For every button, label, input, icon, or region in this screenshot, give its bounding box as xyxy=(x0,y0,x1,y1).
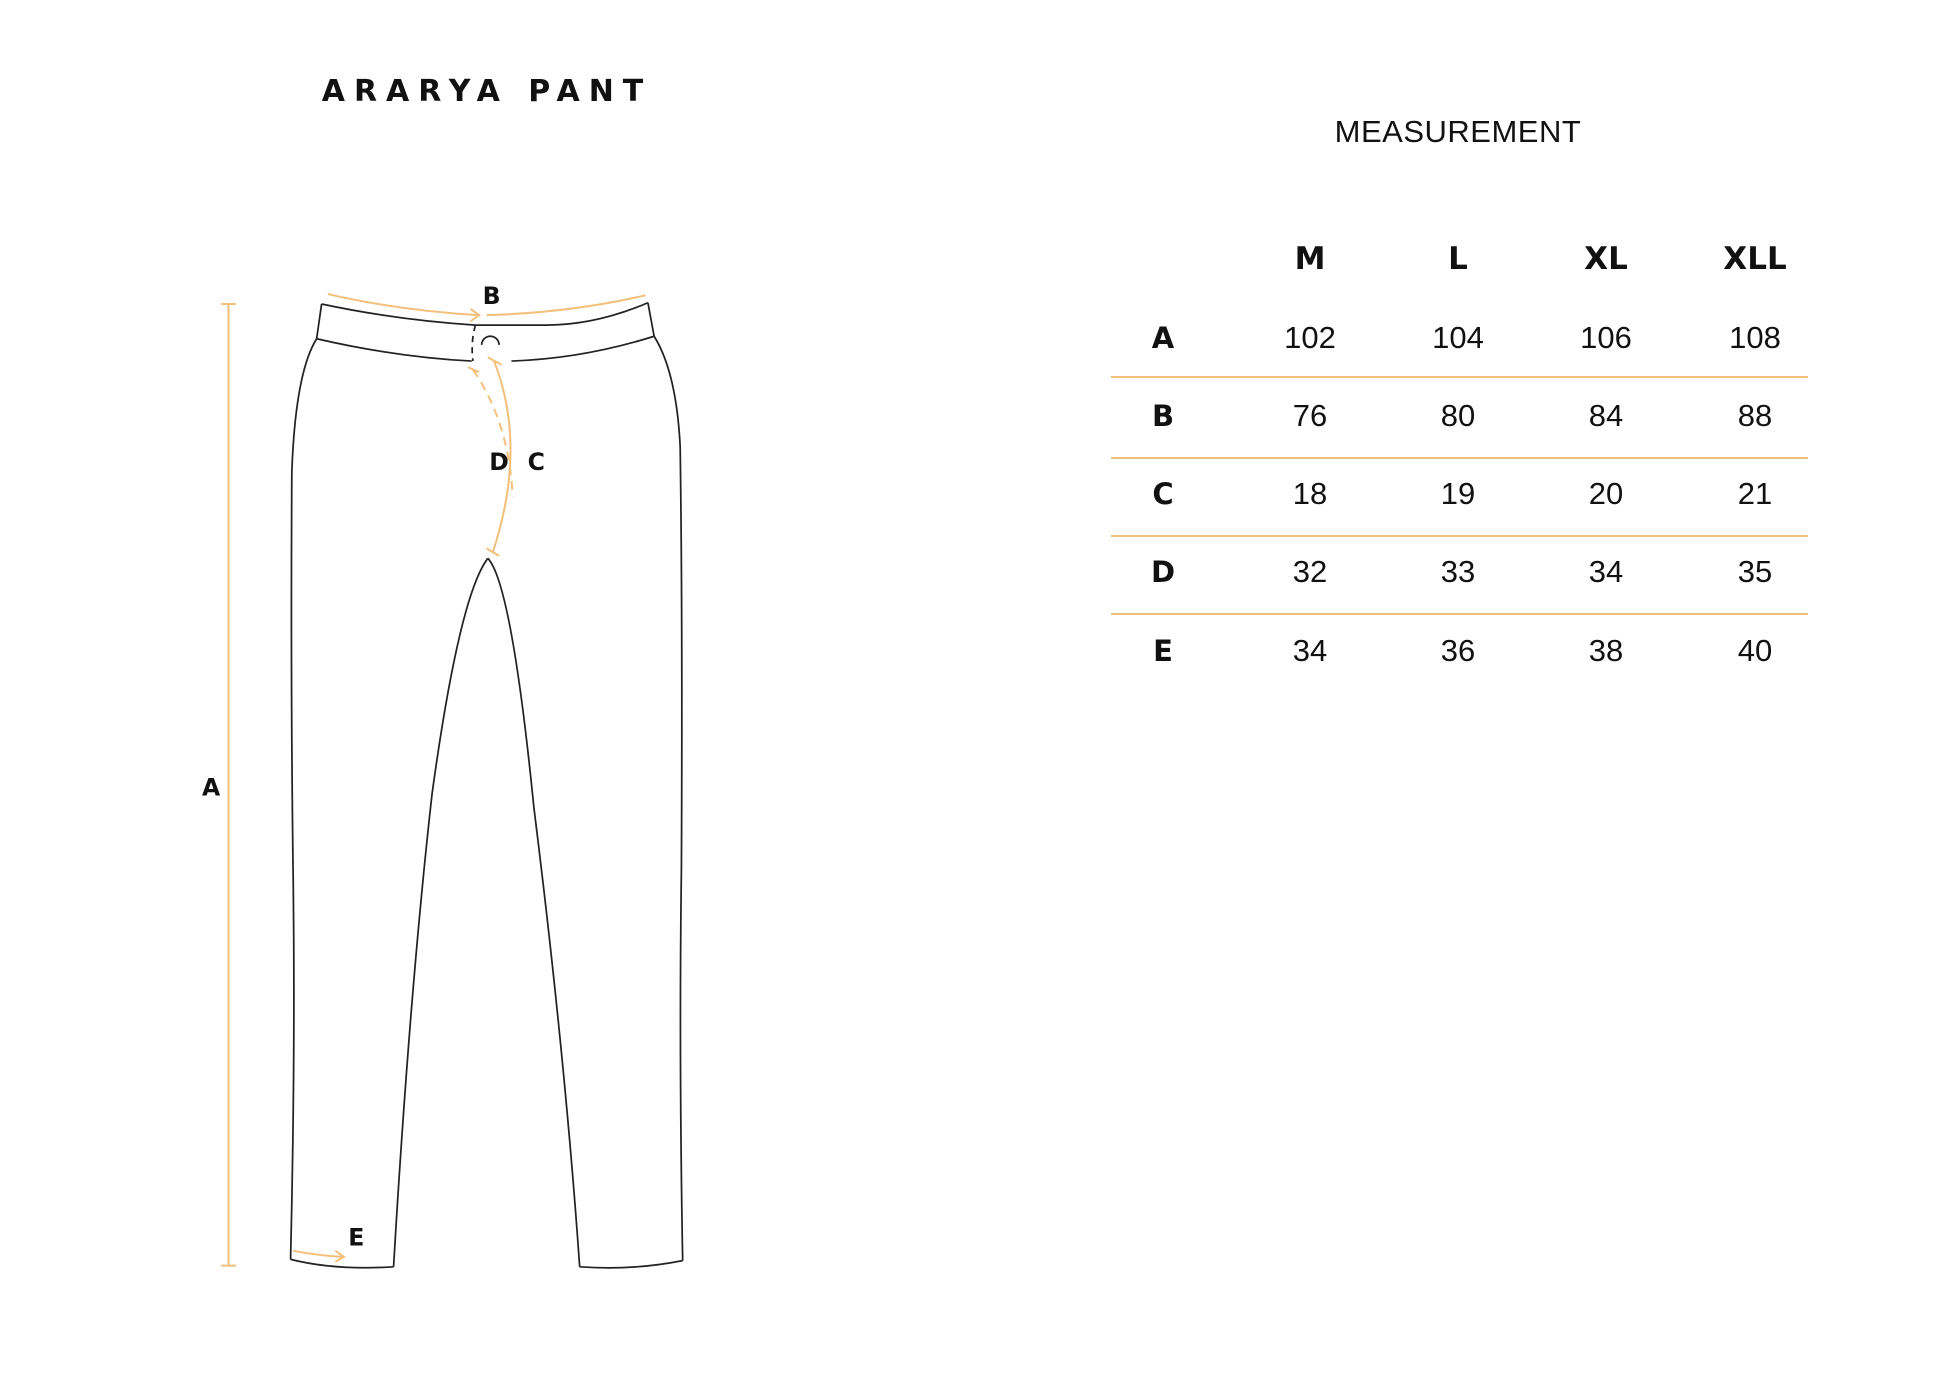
table-cell: 84 xyxy=(1588,398,1624,433)
table-cell: 35 xyxy=(1737,554,1773,589)
table-cell: 102 xyxy=(1284,320,1336,355)
measure-guides xyxy=(221,293,646,1267)
measure-line-d-tick xyxy=(467,366,480,374)
table-cell: 108 xyxy=(1729,320,1781,355)
measurement-title: MEASUREMENT xyxy=(1334,114,1582,149)
column-header: M xyxy=(1294,241,1326,277)
table-cell: 18 xyxy=(1292,476,1328,511)
waistband-sides xyxy=(315,302,655,339)
pant-outline xyxy=(289,301,684,1269)
row-divider xyxy=(1111,457,1808,459)
table-cell: 40 xyxy=(1737,633,1773,668)
label-e: E xyxy=(348,1224,364,1252)
table-cell: 34 xyxy=(1292,633,1328,668)
inner-left-leg xyxy=(392,557,489,1267)
label-a: A xyxy=(202,773,221,801)
table-cell: 34 xyxy=(1588,554,1624,589)
measure-line-a xyxy=(221,302,236,1267)
label-d: D xyxy=(489,448,509,476)
row-divider xyxy=(1111,613,1808,615)
fly-line xyxy=(471,324,477,362)
measure-line-b xyxy=(327,293,646,323)
row-divider xyxy=(1111,535,1808,537)
table-cell: 32 xyxy=(1292,554,1328,589)
table-cell: 21 xyxy=(1737,476,1773,511)
measure-line-e xyxy=(292,1249,346,1263)
label-b: B xyxy=(483,282,501,310)
row-label: B xyxy=(1151,399,1175,433)
waistband-bottom xyxy=(316,335,655,362)
measure-line-c xyxy=(486,356,512,557)
column-header: L xyxy=(1448,241,1468,277)
table-cell: 36 xyxy=(1440,633,1476,668)
column-header: XL xyxy=(1584,241,1628,277)
table-cell: 19 xyxy=(1440,476,1476,511)
outer-left-leg xyxy=(289,338,318,1260)
row-divider xyxy=(1111,376,1808,378)
table-cell: 76 xyxy=(1292,398,1328,433)
row-label: E xyxy=(1153,634,1173,668)
table-cell: 104 xyxy=(1432,320,1484,355)
row-label: C xyxy=(1152,477,1174,511)
product-title: ARARYA PANT xyxy=(321,74,653,109)
left-hem xyxy=(290,1258,394,1269)
table-cell: 80 xyxy=(1440,398,1476,433)
table-cell: 38 xyxy=(1588,633,1624,668)
right-hem xyxy=(579,1259,683,1269)
inner-right-leg xyxy=(487,557,581,1267)
table-cell: 20 xyxy=(1588,476,1624,511)
row-label: D xyxy=(1150,555,1176,589)
row-label: A xyxy=(1151,321,1175,355)
label-c: C xyxy=(528,448,545,476)
measure-line-d xyxy=(472,369,514,497)
button-icon xyxy=(480,335,500,346)
table-cell: 33 xyxy=(1440,554,1476,589)
column-header: XLL xyxy=(1723,241,1787,277)
outer-right-leg xyxy=(653,335,684,1261)
table-cell: 88 xyxy=(1737,398,1773,433)
table-cell: 106 xyxy=(1580,320,1632,355)
